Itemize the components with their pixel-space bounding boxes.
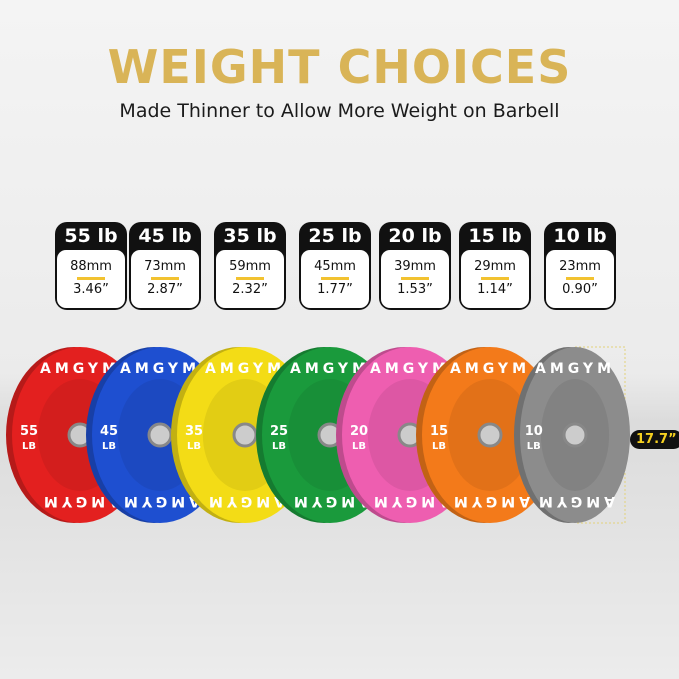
thickness-mm: 59mm [229,259,271,274]
weight: 35 lb [223,225,277,247]
weight: 45 lb [138,225,192,247]
svg-text:AMGYM: AMGYM [450,361,530,377]
svg-text:AMGYM: AMGYM [370,493,450,509]
thickness-mm: 39mm [394,259,436,274]
thickness-mm: 29mm [474,259,516,274]
thickness-label: 55 lb 88mm 3.46” [55,222,127,310]
svg-text:35: 35 [185,424,203,439]
svg-text:15: 15 [430,424,448,439]
svg-text:AMGYM: AMGYM [40,361,120,377]
divider [401,277,429,280]
svg-text:AMGYM: AMGYM [535,361,615,377]
divider [321,277,349,280]
thickness-mm: 73mm [144,259,186,274]
svg-text:AMGYM: AMGYM [290,493,370,509]
svg-text:LB: LB [272,441,286,452]
thickness-label: 10 lb 23mm 0.90” [544,222,616,310]
svg-text:AMGYM: AMGYM [120,361,200,377]
diameter-badge: 17.7” [630,430,679,449]
thickness-inch: 1.14” [477,282,513,297]
thickness-label: 15 lb 29mm 1.14” [459,222,531,310]
thickness-inch: 1.53” [397,282,433,297]
weight: 15 lb [468,225,522,247]
thickness-mm: 23mm [559,259,601,274]
thickness-inch: 2.87” [147,282,183,297]
svg-text:AMGYM: AMGYM [290,361,370,377]
page-title: WEIGHT CHOICES [107,40,572,94]
svg-text:AMGYM: AMGYM [40,493,120,509]
divider [566,277,594,280]
svg-text:AMGYM: AMGYM [205,493,285,509]
weight: 25 lb [308,225,362,247]
svg-text:LB: LB [527,441,541,452]
thickness-label: 35 lb 59mm 2.32” [214,222,286,310]
weight: 20 lb [388,225,442,247]
divider [151,277,179,280]
thickness-mm: 88mm [70,259,112,274]
weight: 55 lb [64,225,118,247]
svg-text:AMGYM: AMGYM [120,493,200,509]
thickness-inch: 1.77” [317,282,353,297]
svg-text:55: 55 [20,424,38,439]
svg-text:LB: LB [432,441,446,452]
weight: 10 lb [553,225,607,247]
svg-text:AMGYM: AMGYM [205,361,285,377]
thickness-inch: 0.90” [562,282,598,297]
svg-text:25: 25 [270,424,288,439]
divider [236,277,264,280]
svg-text:45: 45 [100,424,118,439]
thickness-label: 45 lb 73mm 2.87” [129,222,201,310]
plate-10: 10 LB AMGYM AMGYM [514,347,630,523]
svg-text:LB: LB [352,441,366,452]
svg-text:LB: LB [102,441,116,452]
thickness-inch: 2.32” [232,282,268,297]
svg-text:LB: LB [22,441,36,452]
thickness-label: 20 lb 39mm 1.53” [379,222,451,310]
svg-text:AMGYM: AMGYM [450,493,530,509]
thickness-inch: 3.46” [73,282,109,297]
svg-text:AMGYM: AMGYM [535,493,615,509]
divider [77,277,105,280]
svg-text:LB: LB [187,441,201,452]
divider [481,277,509,280]
thickness-mm: 45mm [314,259,356,274]
thickness-label: 25 lb 45mm 1.77” [299,222,371,310]
svg-text:20: 20 [350,424,368,439]
svg-text:AMGYM: AMGYM [370,361,450,377]
subtitle: Made Thinner to Allow More Weight on Bar… [119,100,560,122]
svg-text:10: 10 [525,424,543,439]
